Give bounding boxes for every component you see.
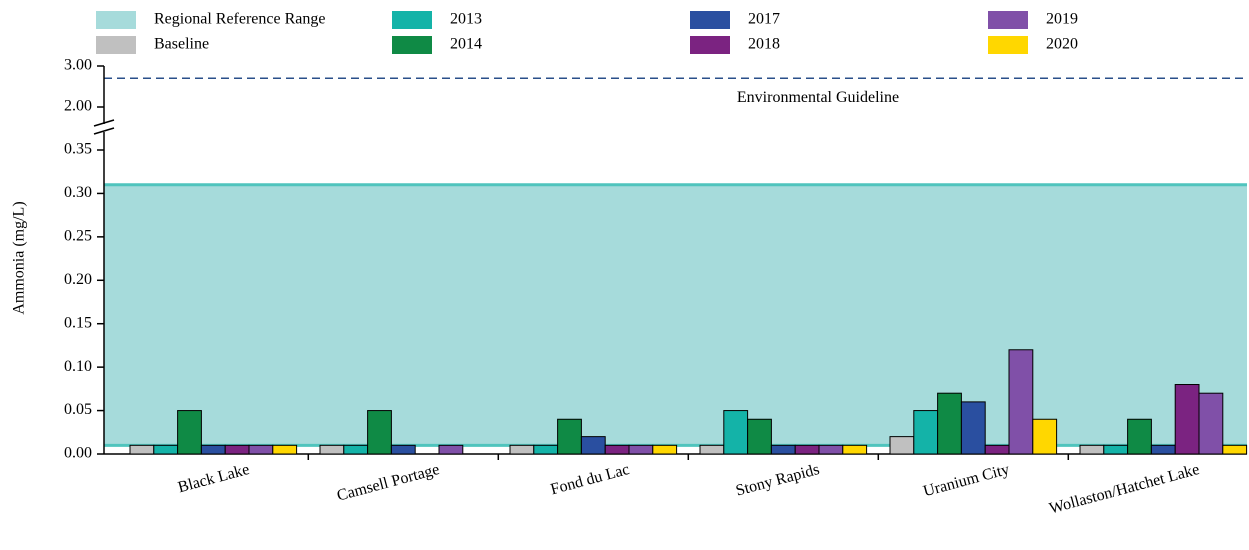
bar — [438, 444, 464, 455]
legend-swatch — [690, 36, 730, 54]
legend-label: 2014 — [450, 36, 482, 53]
y-tick-label: 0.30 — [64, 184, 92, 201]
bar — [177, 410, 202, 455]
bar — [960, 401, 986, 455]
axis-break-gap — [96, 124, 112, 132]
bar — [557, 418, 582, 455]
y-axis-label: Ammonia (mg/L) — [11, 201, 28, 314]
bar — [1150, 444, 1176, 455]
y-tick-label: 0.15 — [64, 314, 92, 331]
bar — [272, 444, 298, 455]
x-tick-label: Camsell Portage — [335, 461, 441, 505]
reference-range — [104, 184, 1247, 446]
legend-label: 2020 — [1046, 36, 1078, 53]
x-tick-label: Fond du Lac — [549, 461, 632, 498]
y-tick-label: 0.20 — [64, 271, 92, 288]
bar — [319, 444, 345, 455]
bar — [200, 444, 226, 455]
legend-label: 2017 — [748, 11, 780, 28]
guideline-label: Environmental Guideline — [737, 89, 899, 106]
x-tick-label: Uranium City — [921, 461, 1011, 500]
y-tick-label: 3.00 — [64, 57, 92, 74]
legend-swatch — [392, 11, 432, 29]
bar — [509, 444, 535, 455]
bar — [533, 444, 559, 455]
bar — [1198, 392, 1224, 455]
x-tick-label: Stony Rapids — [734, 461, 821, 500]
bar — [913, 410, 939, 455]
legend-label: Regional Reference Range — [154, 11, 325, 28]
bar — [580, 436, 606, 455]
bar — [984, 444, 1010, 455]
bar — [1008, 349, 1034, 455]
y-tick-label: 0.00 — [64, 445, 92, 462]
bar — [1127, 418, 1152, 455]
bar — [248, 444, 274, 455]
axis-break — [93, 119, 115, 127]
legend-label: 2018 — [748, 36, 780, 53]
y-tick-label: 0.05 — [64, 401, 92, 418]
bar — [628, 444, 654, 455]
y-tick-label: 0.10 — [64, 358, 92, 375]
legend-label: Baseline — [154, 36, 209, 53]
legend-swatch — [988, 11, 1028, 29]
bar — [818, 444, 844, 455]
x-tick-label: Wollaston/Hatchet Lake — [1047, 461, 1201, 517]
bar — [367, 410, 392, 455]
y-tick-label: 2.00 — [64, 98, 92, 115]
bar — [747, 418, 772, 455]
bar — [153, 444, 179, 455]
bar — [390, 444, 416, 455]
legend-swatch — [690, 11, 730, 29]
bar — [794, 444, 820, 455]
axis-break — [93, 127, 115, 135]
y-tick-label: 0.25 — [64, 228, 92, 245]
bar — [652, 444, 678, 455]
bar — [1222, 444, 1248, 455]
legend-label: 2013 — [450, 11, 482, 28]
bar — [604, 444, 630, 455]
legend-swatch — [988, 36, 1028, 54]
legend-label: 2019 — [1046, 11, 1078, 28]
legend-swatch — [96, 11, 136, 29]
bar — [723, 410, 749, 455]
y-tick-label: 0.35 — [64, 141, 92, 158]
bar — [1174, 384, 1200, 455]
bar — [770, 444, 796, 455]
bar — [129, 444, 155, 455]
bar — [1079, 444, 1105, 455]
bar — [842, 444, 868, 455]
bar — [343, 444, 369, 455]
legend-swatch — [96, 36, 136, 54]
bar — [1032, 418, 1058, 455]
bar — [224, 444, 250, 455]
x-tick-label: Black Lake — [176, 461, 251, 496]
bar — [699, 444, 725, 455]
bar — [937, 392, 962, 455]
legend-swatch — [392, 36, 432, 54]
bar — [889, 436, 915, 455]
bar — [1103, 444, 1129, 455]
